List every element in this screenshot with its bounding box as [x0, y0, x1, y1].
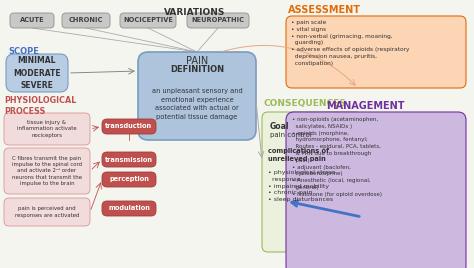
FancyBboxPatch shape [4, 198, 90, 226]
Text: pain is perceived and
responses are activated: pain is perceived and responses are acti… [15, 206, 79, 218]
FancyBboxPatch shape [102, 152, 156, 167]
FancyBboxPatch shape [62, 13, 110, 28]
FancyBboxPatch shape [6, 54, 68, 92]
Text: NOCICEPTIVE: NOCICEPTIVE [123, 17, 173, 24]
Text: • non-opioids (acetaminophen,
  salicylates, NSAIDs )
• opioids (morphine,
  hyd: • non-opioids (acetaminophen, salicylate… [292, 117, 382, 197]
FancyBboxPatch shape [262, 112, 362, 252]
Text: PHYSIOLOGICAL
PROCESS: PHYSIOLOGICAL PROCESS [4, 96, 76, 116]
Text: modulation: modulation [108, 206, 150, 211]
Text: C fibres transmit the pain
impulse to the spinal cord
and activate 2ⁿᵈ order
neu: C fibres transmit the pain impulse to th… [12, 156, 82, 186]
FancyBboxPatch shape [10, 13, 54, 28]
Text: • pain scale
• vital signs
• non-verbal (grimacing, moaning,
  guarding)
• adver: • pain scale • vital signs • non-verbal … [291, 20, 410, 66]
Text: PAIN: PAIN [186, 56, 208, 66]
Text: MANAGEMENT: MANAGEMENT [326, 101, 404, 111]
FancyBboxPatch shape [4, 148, 90, 194]
Text: ACUTE: ACUTE [20, 17, 44, 24]
Text: DEFINITION: DEFINITION [170, 65, 224, 75]
Text: VARIATIONS: VARIATIONS [164, 8, 226, 17]
FancyBboxPatch shape [102, 119, 156, 134]
Text: an unpleasant sensory and
emotional experience
associated with actual or
potenti: an unpleasant sensory and emotional expe… [152, 88, 242, 120]
Text: MINIMAL
MODERATE
SEVERE: MINIMAL MODERATE SEVERE [13, 56, 61, 90]
FancyBboxPatch shape [286, 16, 466, 88]
Text: CHRONIC: CHRONIC [69, 17, 103, 24]
FancyBboxPatch shape [120, 13, 176, 28]
Text: pain control: pain control [270, 132, 312, 138]
FancyBboxPatch shape [187, 13, 249, 28]
FancyBboxPatch shape [286, 112, 466, 268]
FancyBboxPatch shape [102, 172, 156, 187]
FancyBboxPatch shape [4, 113, 90, 145]
Text: • physiological stress
  response
• impaired mobility
• chronic pain
• sleep dis: • physiological stress response • impair… [268, 170, 336, 202]
FancyBboxPatch shape [138, 52, 256, 140]
Text: tissue injury &
inflammation activate
nociceptors: tissue injury & inflammation activate no… [17, 120, 77, 138]
FancyBboxPatch shape [102, 201, 156, 216]
Text: NEUROPATHIC: NEUROPATHIC [191, 17, 245, 24]
Text: complications of
unrelieved pain: complications of unrelieved pain [268, 148, 329, 162]
Text: CONSEQUENCES: CONSEQUENCES [264, 99, 347, 108]
Text: Goal: Goal [270, 122, 290, 131]
Text: ASSESSMENT: ASSESSMENT [288, 5, 361, 15]
Text: perception: perception [109, 177, 149, 183]
Text: SCOPE: SCOPE [8, 47, 39, 56]
Text: transmission: transmission [105, 157, 153, 162]
Text: transduction: transduction [105, 124, 153, 129]
